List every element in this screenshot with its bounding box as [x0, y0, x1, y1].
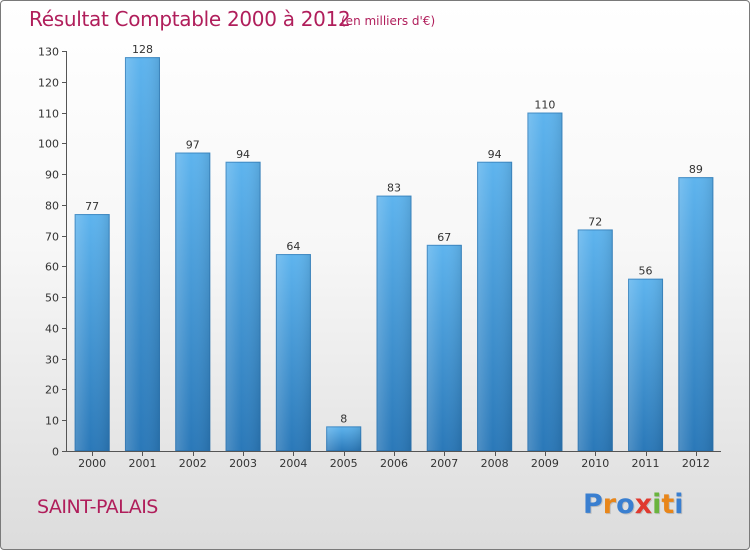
logo-letter: x — [634, 489, 653, 520]
bar-2001 — [124, 57, 160, 452]
x-tick-label: 2005 — [330, 457, 358, 470]
value-label: 77 — [85, 200, 99, 213]
bar-outline — [628, 278, 664, 452]
logo-letter: r — [602, 489, 617, 520]
bar-outline — [477, 161, 513, 451]
bar-outline — [577, 229, 613, 451]
x-tick-label: 2007 — [430, 457, 458, 470]
y-tick-label: 60 — [45, 261, 59, 274]
logo-letter: P — [583, 489, 603, 520]
value-label: 94 — [236, 148, 250, 161]
bar-shade — [225, 161, 261, 451]
y-tick-label: 20 — [45, 384, 59, 397]
bars — [74, 57, 714, 452]
bar-shade — [326, 426, 362, 451]
bar-2012 — [678, 177, 714, 451]
bar-outline — [124, 57, 160, 452]
bar-shade — [175, 152, 211, 452]
bar-shade — [426, 244, 462, 451]
value-label: 8 — [340, 412, 347, 425]
x-tick-label: 2010 — [581, 457, 609, 470]
x-tick-label: 2000 — [78, 457, 106, 470]
y-tick-label: 100 — [38, 138, 59, 151]
logo-letter: i — [652, 489, 662, 520]
y-tick-label: 80 — [45, 200, 59, 213]
y-tick-label: 130 — [38, 46, 59, 59]
bar-shade — [678, 177, 714, 451]
x-axis: 2000 2001 2002 2003 2004 2005 2006 2007 2008 2009… — [62, 451, 721, 470]
proxiti-logo: Proxiti — [583, 489, 684, 520]
x-tick-label: 2002 — [179, 457, 207, 470]
y-axis: 0 10 20 30 40 50 60 70 80 90 100 110 120 130 — [38, 46, 67, 459]
value-label: 110 — [534, 99, 555, 112]
bar-2006 — [376, 195, 412, 451]
value-label: 83 — [387, 182, 401, 195]
bar-outline — [275, 254, 311, 451]
x-tick-label: 2003 — [229, 457, 257, 470]
x-tick-label: 2012 — [682, 457, 710, 470]
logo-letter: o — [616, 489, 635, 520]
bar-shade — [74, 214, 110, 451]
x-tick-label: 2009 — [531, 457, 559, 470]
value-label: 56 — [639, 265, 653, 278]
value-label: 67 — [437, 231, 451, 244]
value-label: 128 — [132, 43, 153, 56]
y-tick-label: 120 — [38, 77, 59, 90]
bar-2007 — [426, 244, 462, 451]
bar-outline — [326, 426, 362, 451]
x-tick-label: 2001 — [128, 457, 156, 470]
y-tick-label: 110 — [38, 108, 59, 121]
value-label: 72 — [588, 215, 602, 228]
bar-2004 — [275, 254, 311, 451]
y-tick-label: 10 — [45, 415, 59, 428]
data-labels: 77 128 97 94 64 8 83 67 94 110 72 56 89 — [85, 43, 703, 425]
bar-outline — [225, 161, 261, 451]
bar-shade — [275, 254, 311, 451]
bar-2000 — [74, 214, 110, 451]
y-tick-label: 90 — [45, 169, 59, 182]
bar-2003 — [225, 161, 261, 451]
bar-outline — [74, 214, 110, 451]
bar-2005 — [326, 426, 362, 451]
value-label: 64 — [286, 240, 300, 253]
chart-subtitle: (en milliers d'€) — [341, 14, 436, 28]
y-tick-label: 30 — [45, 354, 59, 367]
bar-shade — [577, 229, 613, 451]
bar-outline — [376, 195, 412, 451]
value-label: 94 — [488, 148, 502, 161]
y-tick-label: 40 — [45, 323, 59, 336]
value-label: 97 — [186, 139, 200, 152]
bar-2009 — [527, 112, 563, 452]
bar-2002 — [175, 152, 211, 452]
bar-shade — [477, 161, 513, 451]
chart-title: Résultat Comptable 2000 à 2012 — [29, 7, 351, 31]
y-tick-label: 70 — [45, 231, 59, 244]
x-tick-label: 2008 — [481, 457, 509, 470]
place-name: SAINT-PALAIS — [37, 496, 158, 518]
bar-shade — [628, 278, 664, 451]
bar-shade — [527, 112, 563, 452]
bar-2011 — [628, 278, 664, 452]
bar-2008 — [477, 161, 513, 451]
logo-letter: t — [661, 489, 675, 520]
bar-outline — [426, 244, 462, 451]
x-tick-label: 2011 — [632, 457, 660, 470]
bar-2010 — [577, 229, 613, 451]
y-tick-label: 0 — [52, 446, 59, 459]
value-label: 89 — [689, 163, 703, 176]
bar-outline — [678, 177, 714, 451]
bar-shade — [124, 57, 160, 452]
bar-outline — [527, 112, 563, 452]
bar-outline — [175, 152, 211, 452]
logo-letter: i — [674, 489, 684, 520]
y-tick-label: 50 — [45, 292, 59, 305]
x-tick-label: 2006 — [380, 457, 408, 470]
x-tick-label: 2004 — [279, 457, 307, 470]
bar-shade — [376, 195, 412, 451]
